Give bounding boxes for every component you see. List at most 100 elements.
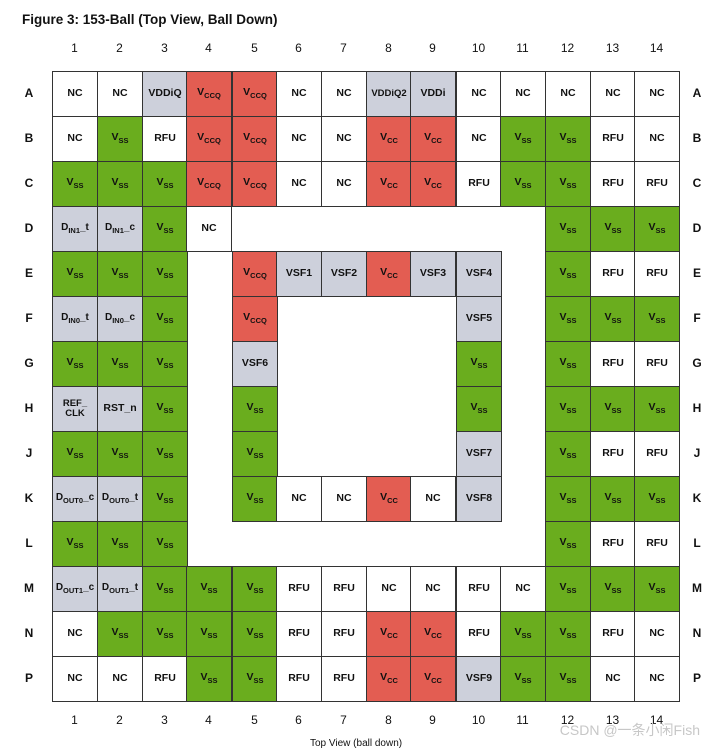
ball-signal: VCC [424, 627, 442, 640]
signal-base: V [648, 491, 656, 504]
ball-cell: VSS [545, 251, 591, 297]
row-label-right: P [692, 671, 701, 685]
signal-subscript: SS [611, 496, 622, 506]
ball-cell: VSF8 [456, 476, 502, 522]
ball-signal: VSS [111, 537, 128, 550]
signal-base: V [156, 491, 164, 504]
ball-cell: VSS [232, 476, 278, 522]
ball-signal: VSS [559, 627, 576, 640]
ball-label: NC [336, 132, 352, 145]
signal-subscript: SS [566, 181, 577, 191]
signal-base: V [246, 446, 254, 459]
signal-subscript: SS [655, 496, 666, 506]
ball-cell: VSS [634, 206, 680, 252]
ball-signal: VCCQ [243, 87, 267, 100]
signal-base: V [380, 491, 388, 504]
column-label-top: 11 [516, 41, 529, 55]
signal-base: D [55, 492, 64, 504]
signal-base: V [66, 536, 74, 549]
column-label-top: 5 [251, 41, 258, 55]
ball-cell: RFU [634, 341, 680, 387]
ball-label: RFU [154, 132, 176, 145]
column-label-top: 10 [471, 41, 486, 55]
signal-subscript: CC [387, 496, 398, 506]
signal-base: V [559, 671, 567, 684]
signal-suffix: _t [129, 492, 139, 504]
row-label-right: F [693, 311, 701, 325]
ball-cell: NC [186, 206, 232, 252]
row-label-right: M [692, 581, 702, 595]
ball-signal: VCC [424, 672, 442, 685]
column-label-bottom: 8 [385, 713, 392, 727]
signal-base: V [559, 266, 567, 279]
signal-subscript: IN1 [68, 226, 80, 236]
ball-signal: VSS [604, 582, 621, 595]
ball-cell: VSS [52, 521, 98, 567]
ball-signal: VSS [470, 357, 487, 370]
signal-base: V [604, 401, 612, 414]
signal-base: V [380, 176, 388, 189]
ball-signal: VSS [111, 132, 128, 145]
ball-cell: RFU [321, 656, 367, 702]
ball-cell: NC [321, 476, 367, 522]
ball-cell: VCCQ [186, 161, 232, 207]
ball-label: VSF5 [465, 312, 493, 325]
ball-cell: NC [590, 71, 636, 117]
signal-base: V [156, 401, 164, 414]
ball-signal: VSS [156, 357, 173, 370]
ball-signal: VCC [380, 672, 398, 685]
signal-subscript: CCQ [204, 136, 221, 146]
ball-label: NC [291, 177, 307, 190]
signal-base: V [111, 176, 119, 189]
signal-subscript: SS [566, 316, 577, 326]
column-label-bottom: 14 [649, 713, 664, 727]
ball-cell: VCCQ [232, 116, 278, 162]
signal-subscript: SS [611, 406, 622, 416]
ball-label: VDDiQ [148, 87, 182, 100]
ball-cell: REF_ CLK [52, 386, 98, 432]
ball-cell: VSS [545, 386, 591, 432]
signal-base: D [61, 312, 69, 324]
ball-label: NC [515, 87, 531, 100]
ball-cell: VSS [500, 611, 546, 657]
ball-cell: NC [545, 71, 591, 117]
signal-subscript: SS [163, 181, 174, 191]
signal-subscript: CCQ [250, 316, 267, 326]
ball-cell: RFU [590, 521, 636, 567]
ball-label: RFU [602, 627, 624, 640]
signal-subscript: SS [163, 226, 174, 236]
ball-cell: DIN0_t [52, 296, 98, 342]
ball-signal: VSS [246, 492, 263, 505]
signal-base: V [111, 626, 119, 639]
ball-cell: RFU [456, 566, 502, 612]
ball-cell: VSS [97, 251, 143, 297]
signal-subscript: SS [655, 316, 666, 326]
ball-label: NC [112, 672, 128, 685]
signal-subscript: SS [118, 181, 129, 191]
ball-cell: VCCQ [232, 161, 278, 207]
ball-cell: VCC [366, 656, 412, 702]
signal-subscript: SS [655, 226, 666, 236]
signal-base: D [101, 582, 110, 594]
signal-subscript: SS [118, 451, 129, 461]
signal-subscript: CCQ [250, 181, 267, 191]
column-label-bottom: 11 [516, 713, 529, 727]
ball-signal: VSS [559, 132, 576, 145]
ball-signal: DOUT1_t [102, 582, 138, 595]
ball-label: VDDi [420, 87, 446, 100]
ball-cell: DOUT1_c [52, 566, 98, 612]
ball-cell: VSS [142, 566, 188, 612]
ball-label: RFU [646, 357, 668, 370]
ball-cell: VSF4 [456, 251, 502, 297]
ball-cell: VSS [142, 341, 188, 387]
signal-subscript: SS [163, 541, 174, 551]
signal-subscript: SS [566, 361, 577, 371]
ball-cell: VSS [142, 431, 188, 477]
ball-label: RFU [288, 672, 310, 685]
ball-cell: VSS [545, 116, 591, 162]
ball-signal: VSS [66, 357, 83, 370]
ball-cell: DIN0_c [97, 296, 143, 342]
signal-subscript: SS [253, 631, 264, 641]
ball-cell: NC [276, 71, 322, 117]
ball-cell: VSS [97, 521, 143, 567]
